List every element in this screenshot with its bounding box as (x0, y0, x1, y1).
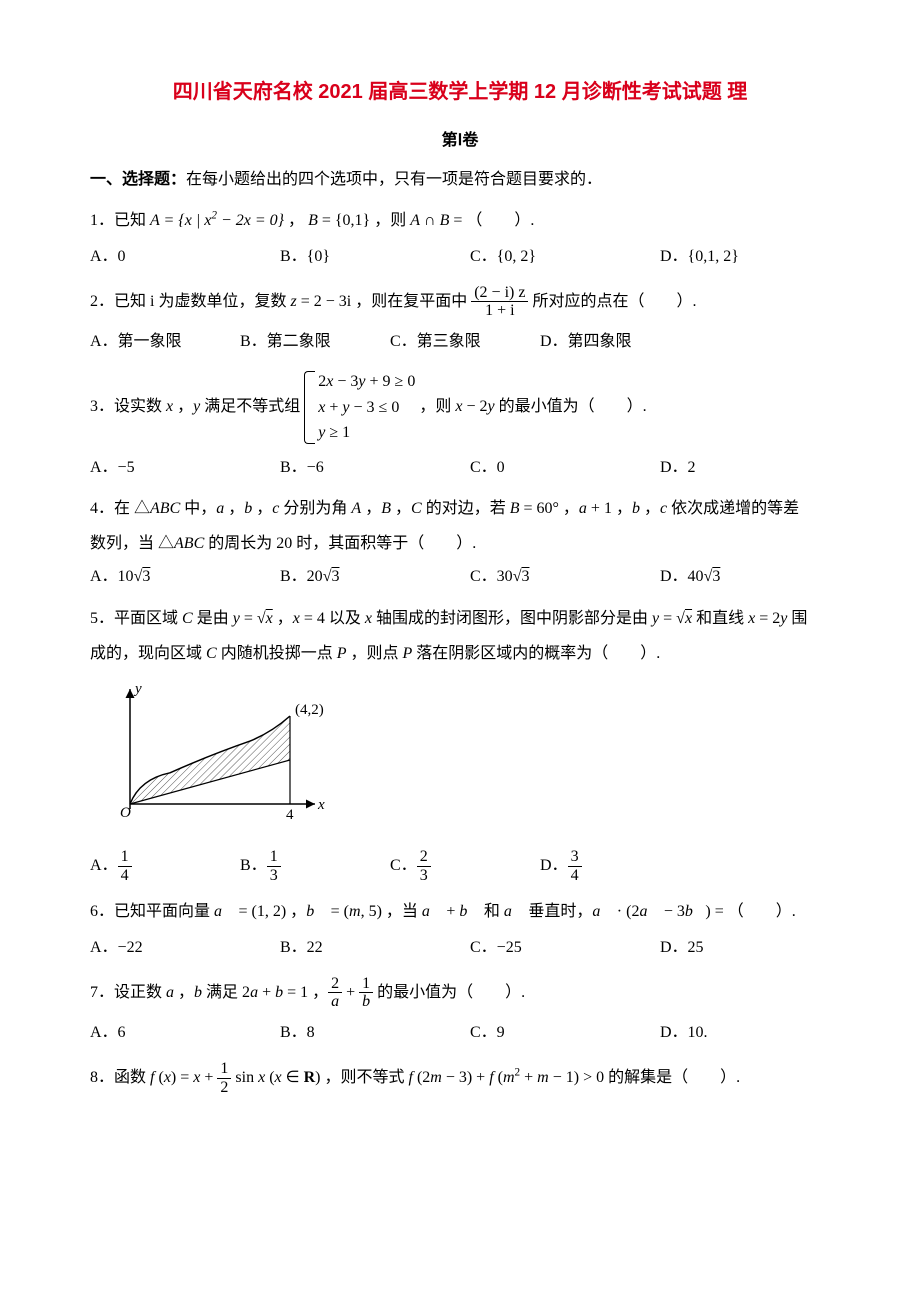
q3-options: A．−5 B．−6 C．0 D．2 (90, 454, 830, 481)
point-label: (4,2) (295, 702, 324, 718)
origin-label: O (120, 805, 131, 821)
q4-line1: 在 △ABC 中，a ，b ，c 分别为角 A ，B ，C 的对边，若 B = … (114, 500, 799, 517)
q6-text: 已知平面向量 a⃗ = (1, 2) ，b⃗ = (m, 5) ，当 a⃗ + … (114, 903, 796, 920)
q1-prefix: 已知 (114, 212, 150, 229)
q6-opt-b: B．22 (280, 934, 470, 961)
q3-opt-d: D．2 (660, 454, 696, 481)
q5-opt-b: B．13 (240, 848, 390, 884)
q7-text-b: 的最小值为（ ）. (373, 984, 525, 1001)
x-tick-4: 4 (286, 807, 294, 823)
q4-line2: 数列，当 △ABC 的周长为 20 时，其面积等于（ ）. (90, 530, 830, 557)
question-8: 8．函数 f (x) = x + 12 sin x (x ∈ R) ，则不等式 … (90, 1060, 830, 1096)
q7-num: 7． (90, 984, 114, 1001)
q2-opt-b: B．第二象限 (240, 328, 390, 355)
q8-text: 函数 f (x) = x + 12 sin x (x ∈ R) ，则不等式 f … (114, 1069, 740, 1086)
y-axis-label: y (133, 681, 142, 697)
q5-opt-d: D．34 (540, 848, 582, 884)
q6-num: 6． (90, 903, 114, 920)
question-5: 5．平面区域 C 是由 y = √x ，x = 4 以及 x 轴围成的封闭图形，… (90, 605, 830, 632)
shade-fill (130, 716, 290, 804)
q1-options: A．0 B．{0} C．{0, 2} D．{0,1, 2} (90, 243, 830, 270)
q7-opt-c: C．9 (470, 1019, 660, 1046)
q3-sys3: y ≥ 1 (318, 420, 415, 446)
q5-opt-c: C．23 (390, 848, 540, 884)
q3-opt-b: B．−6 (280, 454, 470, 481)
section-desc: 在每小题给出的四个选项中，只有一项是符合题目要求的． (186, 171, 602, 188)
q6-options: A．−22 B．22 C．−25 D．25 (90, 934, 830, 961)
q1-opt-c: C．{0, 2} (470, 243, 660, 270)
x-axis-label: x (317, 797, 325, 813)
q2-fraction: (2 − i) z1 + i (471, 284, 528, 320)
q3-sys2: x + y − 3 ≤ 0 (318, 395, 415, 421)
q2-text-b: ，则在复平面中 (351, 293, 471, 310)
q6-opt-d: D．25 (660, 934, 704, 961)
q3-text-a: 设实数 x ，y 满足不等式组 (114, 398, 304, 415)
q4-options: A．10√3 B．20√3 C．30√3 D．40√3 (90, 563, 830, 590)
question-6: 6．已知平面向量 a⃗ = (1, 2) ，b⃗ = (m, 5) ，当 a⃗ … (90, 898, 830, 925)
q3-opt-c: C．0 (470, 454, 660, 481)
q1-mid: ， (284, 212, 308, 229)
q5-graph: O 4 x y (4,2) (100, 679, 830, 838)
q7-plus: + (342, 984, 359, 1001)
q2-num: 2． (90, 293, 114, 310)
q5-options: A．14 B．13 C．23 D．34 (90, 848, 830, 884)
q4-num: 4． (90, 500, 114, 517)
q3-text-b: ，则 x − 2y 的最小值为（ ）. (419, 398, 646, 415)
q2-text-a: 已知 i 为虚数单位，复数 (114, 293, 290, 310)
q6-opt-a: A．−22 (90, 934, 280, 961)
q4-opt-c: C．30√3 (470, 563, 660, 590)
q7-opt-b: B．8 (280, 1019, 470, 1046)
question-4: 4．在 △ABC 中，a ，b ，c 分别为角 A ，B ，C 的对边，若 B … (90, 495, 830, 522)
q7-options: A．6 B．8 C．9 D．10. (90, 1019, 830, 1046)
question-3: 3．设实数 x ，y 满足不等式组 2x − 3y + 9 ≥ 0 x + y … (90, 369, 830, 446)
q8-num: 8． (90, 1069, 114, 1086)
q5-num: 5． (90, 610, 114, 627)
q7-opt-d: D．10. (660, 1019, 708, 1046)
q7-frac2: 1b (359, 975, 373, 1011)
q7-frac1: 2a (328, 975, 342, 1011)
q4-opt-d: D．40√3 (660, 563, 720, 590)
q2-opt-d: D．第四象限 (540, 328, 632, 355)
page-title: 四川省天府名校 2021 届高三数学上学期 12 月诊断性考试试题 理 (90, 75, 830, 109)
q3-num: 3． (90, 398, 114, 415)
q2-opt-c: C．第三象限 (390, 328, 540, 355)
q4-opt-a: A．10√3 (90, 563, 280, 590)
q1-opt-d: D．{0,1, 2} (660, 243, 739, 270)
q2-frac-den: 1 + i (471, 302, 528, 320)
q7-text-a: 设正数 a ，b 满足 2a + b = 1 ， (114, 984, 328, 1001)
q3-system: 2x − 3y + 9 ≥ 0 x + y − 3 ≤ 0 y ≥ 1 (304, 369, 415, 446)
q5-line1: 平面区域 C 是由 y = √x ，x = 4 以及 x 轴围成的封闭图形，图中… (114, 610, 807, 627)
section-label: 一、选择题： (90, 171, 186, 188)
q1-opt-a: A．0 (90, 243, 280, 270)
question-2: 2．已知 i 为虚数单位，复数 z = 2 − 3i ，则在复平面中 (2 − … (90, 284, 830, 320)
section-heading: 一、选择题：在每小题给出的四个选项中，只有一项是符合题目要求的． (90, 166, 830, 193)
q1-opt-b: B．{0} (280, 243, 470, 270)
q2-options: A．第一象限 B．第二象限 C．第三象限 D．第四象限 (90, 328, 830, 355)
q3-sys1: 2x − 3y + 9 ≥ 0 (318, 369, 415, 395)
q7-opt-a: A．6 (90, 1019, 280, 1046)
question-7: 7．设正数 a ，b 满足 2a + b = 1 ，2a + 1b 的最小值为（… (90, 975, 830, 1011)
q4-opt-b: B．20√3 (280, 563, 470, 590)
q2-opt-a: A．第一象限 (90, 328, 240, 355)
q1-num: 1． (90, 212, 114, 229)
q3-opt-a: A．−5 (90, 454, 280, 481)
q5-line2: 成的，现向区域 C 内随机投掷一点 P ，则点 P 落在阴影区域内的概率为（ ）… (90, 640, 830, 667)
q2-frac-num: (2 − i) z (471, 284, 528, 303)
page-subtitle: 第Ⅰ卷 (90, 127, 830, 154)
q2-zeq: z = 2 − 3i (290, 293, 351, 310)
q5-opt-a: A．14 (90, 848, 240, 884)
question-1: 1．已知 A = {x | x2 − 2x = 0} ， B = {0,1} ，… (90, 207, 830, 234)
q6-opt-c: C．−25 (470, 934, 660, 961)
q2-text-c: 所对应的点在（ ）. (528, 293, 696, 310)
